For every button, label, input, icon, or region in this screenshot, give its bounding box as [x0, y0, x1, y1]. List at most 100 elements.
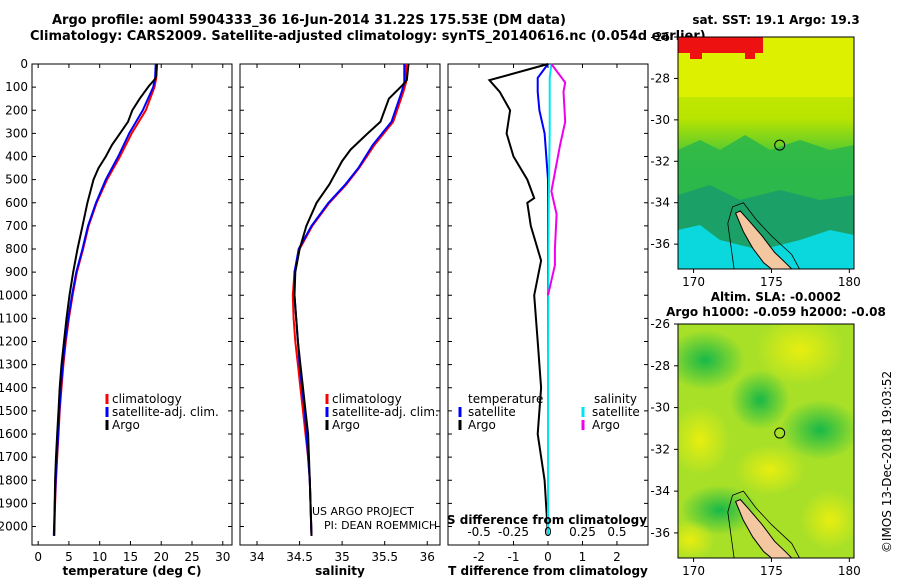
map-y-tick-label: -30: [650, 113, 670, 127]
legend-label: satellite: [592, 405, 640, 419]
bathymetry-contour: [727, 202, 801, 270]
s-tick-label: -0.5: [467, 525, 490, 539]
x-tick-label: 0: [34, 550, 42, 564]
y-tick-label: 1900: [0, 496, 28, 510]
title-line-2: Climatology: CARS2009. Satellite-adjuste…: [30, 29, 706, 44]
y-tick-label: 1800: [0, 473, 28, 487]
y-tick-label: 1100: [0, 311, 28, 325]
map-y-tick-label: -30: [650, 401, 670, 415]
map-y-tick-label: -36: [650, 237, 670, 251]
y-tick-label: 1000: [0, 288, 28, 302]
s-tick-label: -0.25: [498, 525, 529, 539]
credit-project: US ARGO PROJECT: [312, 505, 414, 518]
map-y-tick-label: -34: [650, 484, 670, 498]
y-tick-label: 900: [5, 265, 28, 279]
legend-title-temperature: temperature: [468, 392, 543, 406]
credit-pi: PI: DEAN ROEMMICH: [324, 519, 437, 532]
s-tick-label: 0.5: [607, 525, 626, 539]
x-tick-label: 1: [579, 550, 587, 564]
legend-label: Argo: [112, 418, 140, 432]
map-frame-sla_map: [677, 323, 855, 559]
map-y-tick-label: -36: [650, 526, 670, 540]
y-tick-label: 1300: [0, 358, 28, 372]
map-y-tick-label: -28: [650, 71, 670, 85]
s-tick-label: 0.25: [569, 525, 596, 539]
map-frame-sst_map: [677, 36, 855, 270]
x-tick-label: 34: [249, 550, 264, 564]
y-tick-label: 600: [5, 196, 28, 210]
map-title-sla_map: Altim. SLA: -0.0002: [711, 290, 842, 304]
sst-heatmap: [678, 37, 854, 269]
bathymetry-contour: [727, 490, 801, 559]
x-tick-label: 34.5: [286, 550, 313, 564]
x-tick-label: 35.5: [371, 550, 398, 564]
y-tick-label: 300: [5, 126, 28, 140]
y-tick-label: 500: [5, 173, 28, 187]
x-tick-label: -1: [508, 550, 520, 564]
map-y-tick-label: -26: [650, 317, 670, 331]
legend-label: climatology: [112, 392, 182, 406]
sla-heatmap: [678, 324, 854, 558]
series-line-salinity-satellite: [547, 63, 553, 536]
y-tick-label: 1400: [0, 381, 28, 395]
map-title-sst_map: sat. SST: 19.1 Argo: 19.3: [692, 13, 859, 27]
map-x-tick-label: 170: [682, 275, 705, 289]
y-tick-label: 100: [5, 80, 28, 94]
map-y-tick-label: -34: [650, 196, 670, 210]
x-tick-label: 5: [65, 550, 73, 564]
map-x-tick-label: 175: [760, 564, 783, 578]
series-line-argo: [53, 63, 158, 536]
map-x-tick-label: 175: [760, 275, 783, 289]
y-tick-label: 200: [5, 103, 28, 117]
y-tick-label: 1600: [0, 427, 28, 441]
s-tick-label: 0: [544, 525, 552, 539]
s-axis-label: S difference from climatology: [447, 513, 647, 527]
y-tick-label: 400: [5, 150, 28, 164]
map-x-tick-label: 170: [682, 564, 705, 578]
legend-label: satellite-adj. clim.: [332, 405, 439, 419]
x-tick-label: 0: [544, 550, 552, 564]
x-tick-label: 15: [123, 550, 138, 564]
map-y-tick-label: -28: [650, 359, 670, 373]
y-tick-label: 1500: [0, 404, 28, 418]
y-tick-label: 1200: [0, 335, 28, 349]
x-tick-label: -2: [473, 550, 485, 564]
y-tick-label: 1700: [0, 450, 28, 464]
legend-label: Argo: [332, 418, 360, 432]
x-tick-label: 25: [184, 550, 199, 564]
map-x-tick-label: 180: [838, 275, 861, 289]
series-line-argo: [293, 63, 410, 536]
legend-label: Argo: [468, 418, 496, 432]
x-tick-label: 2: [613, 550, 621, 564]
legend-label: satellite-adj. clim.: [112, 405, 219, 419]
map-y-tick-label: -32: [650, 154, 670, 168]
map-y-tick-label: -32: [650, 442, 670, 456]
map-subtitle-sla_map: Argo h1000: -0.059 h2000: -0.08: [666, 305, 886, 319]
legend-label: satellite: [468, 405, 516, 419]
series-line-temperature-argo: [487, 63, 549, 536]
y-tick-label: 700: [5, 219, 28, 233]
x-tick-label: 30: [215, 550, 230, 564]
y-tick-label: 800: [5, 242, 28, 256]
map-x-tick-label: 180: [838, 564, 861, 578]
x-axis-label-temperature: temperature (deg C): [63, 564, 202, 578]
legend-label: climatology: [332, 392, 402, 406]
x-tick-label: 35: [334, 550, 349, 564]
series-line-salinity-argo: [547, 63, 567, 296]
y-tick-label: 2000: [0, 520, 28, 534]
x-tick-label: 10: [92, 550, 107, 564]
map-y-tick-label: -26: [650, 30, 670, 44]
title-line-1: Argo profile: aoml 5904333_36 16-Jun-201…: [52, 13, 566, 28]
profile-location-marker: [774, 427, 786, 439]
x-axis-label-salinity: salinity: [315, 564, 365, 578]
y-tick-label: 0: [20, 57, 28, 71]
legend-title-salinity: salinity: [594, 392, 637, 406]
legend-label: Argo: [592, 418, 620, 432]
x-tick-label: 36: [420, 550, 435, 564]
x-axis-label-difference: T difference from climatology: [448, 564, 648, 578]
date-stamp: ©IMOS 13-Dec-2018 19:03:52: [880, 371, 894, 553]
panel-frame-temperature: [31, 63, 233, 546]
panel-frame-salinity: [239, 63, 441, 546]
profile-location-marker: [774, 139, 786, 151]
